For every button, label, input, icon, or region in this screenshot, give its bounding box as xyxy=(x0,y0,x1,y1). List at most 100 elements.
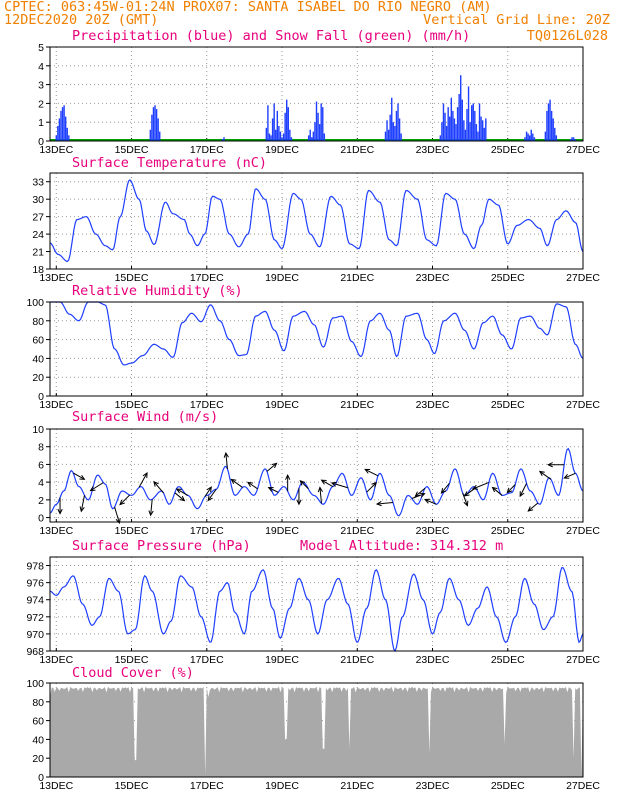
panel-title-temperature: Surface Temperature (nC) xyxy=(72,155,267,171)
precip-bar xyxy=(58,118,61,141)
x-tick-label: 21DEC xyxy=(340,144,374,156)
x-tick-label: 15DEC xyxy=(115,144,149,156)
y-tick-label: 40 xyxy=(32,353,44,365)
x-tick-label: 15DEC xyxy=(115,654,149,666)
wind-arrow-head xyxy=(89,486,96,492)
precip-bar xyxy=(309,129,311,141)
precip-bar xyxy=(314,122,316,141)
wind-arrow-head xyxy=(375,501,382,507)
wind-arrow xyxy=(376,501,394,505)
panel-pressure: 13DEC 15DEC 17DEC 19DEC 21DEC 23DEC 25DEC 27DEC… xyxy=(26,556,600,666)
precip-bar xyxy=(547,103,550,141)
y-tick-label: 974 xyxy=(26,595,44,607)
precip-bar xyxy=(391,97,393,141)
precip-bar xyxy=(278,125,280,141)
x-tick-label: 15DEC xyxy=(115,272,149,284)
y-tick-label: 18 xyxy=(32,264,44,276)
precip-bar xyxy=(532,133,534,141)
x-tick-label: 19DEC xyxy=(265,654,299,666)
precip-bar xyxy=(61,107,64,141)
x-tick-label: 19DEC xyxy=(265,399,299,411)
wind-arrow xyxy=(176,488,189,496)
precip-bar xyxy=(152,107,155,141)
x-tick-label: 21DEC xyxy=(340,272,374,284)
precip-bar xyxy=(569,139,572,141)
x-tick-label: 19DEC xyxy=(265,525,299,537)
x-tick-label: 23DEC xyxy=(416,272,450,284)
wind-arrow xyxy=(80,495,85,512)
wind-arrow-head xyxy=(207,495,213,502)
x-tick-label: 21DEC xyxy=(340,525,374,537)
precip-bar xyxy=(312,131,315,141)
x-tick-label: 27DEC xyxy=(566,780,600,792)
precip-bar xyxy=(265,127,268,141)
wind-arrow-head xyxy=(538,470,545,477)
precip-bar xyxy=(157,118,159,141)
precip-bar xyxy=(472,103,474,141)
precip-bar xyxy=(441,122,443,141)
y-tick-label: 40 xyxy=(32,734,44,746)
x-tick-label: 23DEC xyxy=(416,654,450,666)
precip-bar xyxy=(311,137,313,141)
precip-bar xyxy=(315,101,318,141)
panel-title-precip: Precipitation (blue) and Snow Fall (gree… xyxy=(72,28,470,44)
x-tick-label: 25DEC xyxy=(491,272,525,284)
header-model-code: TQ0126L028 xyxy=(527,28,608,44)
precip-bar xyxy=(450,97,453,141)
wind-arrow xyxy=(411,493,425,499)
wind-arrow xyxy=(231,479,243,488)
wind-arrow xyxy=(225,452,228,470)
wind-arrow-head xyxy=(506,487,513,494)
y-tick-label: 10 xyxy=(32,424,44,436)
wind-arrow-head xyxy=(419,492,426,498)
y-tick-label: 4 xyxy=(38,61,44,73)
header-location: CPTEC: 063:45W-01:24N PROX07: SANTA ISAB… xyxy=(4,0,492,15)
y-tick-label: 976 xyxy=(26,578,44,590)
y-tick-label: 970 xyxy=(26,629,44,641)
precip-bar xyxy=(149,129,152,141)
x-tick-label: 25DEC xyxy=(491,654,525,666)
precip-bar xyxy=(282,133,285,141)
precip-bar xyxy=(554,127,556,141)
precip-bar xyxy=(57,125,59,141)
x-tick-label: 25DEC xyxy=(491,399,525,411)
x-tick-label: 23DEC xyxy=(416,144,450,156)
wind-arrow-head xyxy=(142,472,148,479)
precip-bar xyxy=(453,118,456,141)
wind-arrow-head xyxy=(79,506,85,513)
x-tick-label: 15DEC xyxy=(115,525,149,537)
y-tick-label: 21 xyxy=(32,247,44,259)
x-tick-label: 21DEC xyxy=(340,399,374,411)
precip-bar xyxy=(552,118,554,141)
x-tick-label: 13DEC xyxy=(39,780,73,792)
x-tick-label: 23DEC xyxy=(416,399,450,411)
panel-title-altitude: Model Altitude: 314.312 m xyxy=(300,538,503,554)
precip-bar xyxy=(389,114,391,141)
y-tick-label: 100 xyxy=(26,678,44,690)
wind-arrow-head xyxy=(463,491,470,497)
precip-bar xyxy=(400,133,402,141)
precip-bar xyxy=(447,107,449,141)
precip-bar xyxy=(323,133,326,141)
y-tick-label: 972 xyxy=(26,612,44,624)
precip-bar xyxy=(64,116,67,141)
y-tick-label: 0 xyxy=(38,513,44,525)
wind-arrow-head xyxy=(267,487,274,492)
wind-arrow-head xyxy=(223,451,229,458)
panel-wind: 13DEC 15DEC 17DEC 19DEC 21DEC 23DEC 25DEC 27DEC… xyxy=(32,424,600,537)
humidity-line xyxy=(50,301,584,366)
x-tick-label: 17DEC xyxy=(190,399,224,411)
precip-bar xyxy=(320,103,322,141)
wind-arrow xyxy=(321,479,334,488)
header-grid-line: Vertical Grid Line: 20Z xyxy=(423,12,610,28)
y-tick-label: 5 xyxy=(38,42,44,54)
wind-arrow xyxy=(366,482,377,493)
x-tick-label: 13DEC xyxy=(39,272,73,284)
wind-arrow xyxy=(90,482,104,492)
precip-bar xyxy=(533,137,536,141)
precip-bar xyxy=(530,129,532,141)
wind-arrow xyxy=(174,492,185,502)
precip-bar xyxy=(151,114,153,141)
precip-bar xyxy=(271,118,274,141)
wind-arrow xyxy=(138,472,148,488)
